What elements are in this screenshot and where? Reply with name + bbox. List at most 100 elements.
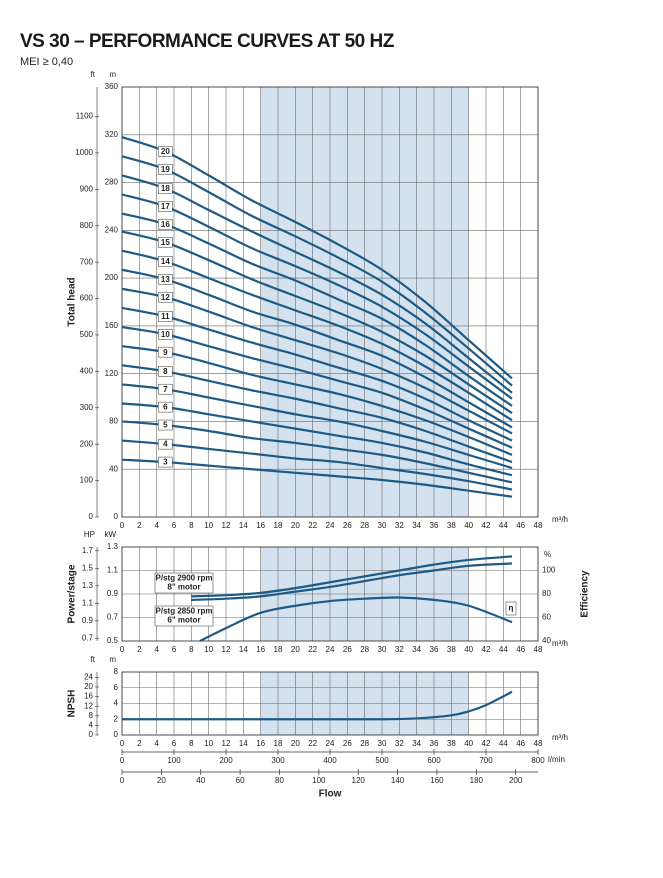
y-tick-label: 0.5 — [107, 636, 119, 645]
x-tick-label: 4 — [154, 645, 159, 654]
x-tick-label: 200 — [509, 776, 523, 785]
curve-label: 7 — [163, 385, 168, 394]
label-box — [158, 438, 173, 450]
curve-label: η — [509, 604, 514, 613]
curve — [121, 155, 513, 387]
x-tick-label: 14 — [239, 739, 248, 748]
y-tick-label: 700 — [80, 257, 94, 266]
x-tick-label: 16 — [256, 645, 265, 654]
label-box — [158, 329, 173, 340]
curve — [199, 596, 513, 642]
y-tick-label: 1.3 — [82, 581, 94, 590]
curve — [121, 230, 513, 415]
x-tick-label: 20 — [157, 776, 166, 785]
x-tick-label: 28 — [360, 739, 369, 748]
x-tick-label: 80 — [275, 776, 284, 785]
curve — [121, 212, 513, 407]
curve — [121, 193, 513, 400]
x-tick-label: 700 — [479, 756, 493, 765]
x-tick-label: 16 — [256, 521, 265, 530]
x-tick-label: 14 — [239, 521, 248, 530]
y2-tick-label: 60 — [542, 613, 551, 622]
x-tick-label: 26 — [343, 521, 352, 530]
x-tick-label: 30 — [378, 521, 387, 530]
label-box — [158, 274, 173, 285]
y-tick-label: 1100 — [76, 112, 94, 121]
curve — [121, 249, 513, 422]
x-tick-label: 4 — [154, 739, 159, 748]
x-tick-label: 200 — [219, 756, 233, 765]
x-tick-label: 36 — [430, 521, 439, 530]
label-box — [158, 311, 173, 322]
y-tick-label: 24 — [84, 673, 93, 682]
curve — [121, 458, 513, 498]
y-tick-label: 800 — [80, 221, 94, 230]
x-tick-label: 0 — [120, 756, 125, 765]
x-tick-label: 38 — [447, 645, 456, 654]
label-box — [158, 146, 173, 157]
x-tick-label: 30 — [378, 739, 387, 748]
curve — [121, 325, 513, 449]
y-tick-label: 80 — [109, 417, 118, 426]
y-tick-label: 280 — [105, 178, 119, 187]
y-tick-label: 100 — [80, 476, 94, 485]
curve-label: 4 — [163, 440, 168, 449]
label-box — [158, 201, 173, 212]
y-tick-label: 240 — [105, 225, 119, 234]
y2-tick-label: 100 — [542, 566, 556, 575]
y-tick-label: 2 — [114, 714, 119, 723]
y-tick-label: 1000 — [75, 148, 93, 157]
x-tick-label: 22 — [308, 739, 317, 748]
curve-label: 17 — [161, 202, 170, 211]
label-box — [158, 366, 173, 377]
y-tick-label: 360 — [105, 82, 119, 91]
y-tick-label: 1.1 — [107, 566, 119, 575]
curve-label: 6 — [163, 403, 168, 412]
x-tick-label: 32 — [395, 645, 404, 654]
x-tick-label: 30 — [378, 645, 387, 654]
x-tick-label: 44 — [499, 739, 508, 748]
label-box — [158, 164, 173, 175]
label-box — [158, 456, 173, 468]
axis-title: Total head — [67, 277, 78, 326]
curve — [122, 690, 513, 721]
x-tick-label: 32 — [395, 739, 404, 748]
y-tick-label: 16 — [84, 692, 93, 701]
x-tick-label: 300 — [271, 756, 285, 765]
curve-label: 20 — [161, 147, 170, 156]
label-box — [158, 346, 173, 358]
x-tick-label: 42 — [482, 645, 491, 654]
x-tick-label: 24 — [326, 739, 335, 748]
x-tick-label: 2 — [137, 521, 142, 530]
axis-unit: ft — [91, 70, 96, 79]
x-tick-label: 26 — [343, 645, 352, 654]
y-tick-label: 4 — [114, 699, 119, 708]
curve-label: 14 — [161, 257, 170, 266]
x-tick-label: 48 — [534, 645, 543, 654]
y2-tick-label: 80 — [542, 589, 551, 598]
y-tick-label: 0 — [89, 730, 94, 739]
curve — [121, 364, 513, 464]
x-tick-label: 14 — [239, 645, 248, 654]
curve-label: 9 — [163, 348, 168, 357]
y-tick-label: 400 — [80, 366, 94, 375]
x-tick-label: 6 — [172, 739, 177, 748]
y-tick-label: 500 — [80, 330, 94, 339]
x-tick-label: 600 — [427, 756, 441, 765]
curve — [121, 174, 513, 394]
y-tick-label: 0 — [89, 512, 94, 521]
curve-label: 10 — [161, 330, 170, 339]
curve-label: 11 — [161, 312, 170, 321]
x-tick-label: 36 — [430, 739, 439, 748]
y-tick-label: 200 — [105, 273, 119, 282]
subtitle: MEI ≥ 0,40 — [20, 56, 73, 68]
x-tick-label: 120 — [352, 776, 366, 785]
x-tick-label: 8 — [189, 739, 194, 748]
x-tick-label: 18 — [274, 521, 283, 530]
x-tick-label: 6 — [172, 645, 177, 654]
x-tick-label: 40 — [464, 645, 473, 654]
x-tick-label: 16 — [256, 739, 265, 748]
y-tick-label: 0 — [114, 730, 119, 739]
curve-label: 3 — [163, 458, 168, 467]
